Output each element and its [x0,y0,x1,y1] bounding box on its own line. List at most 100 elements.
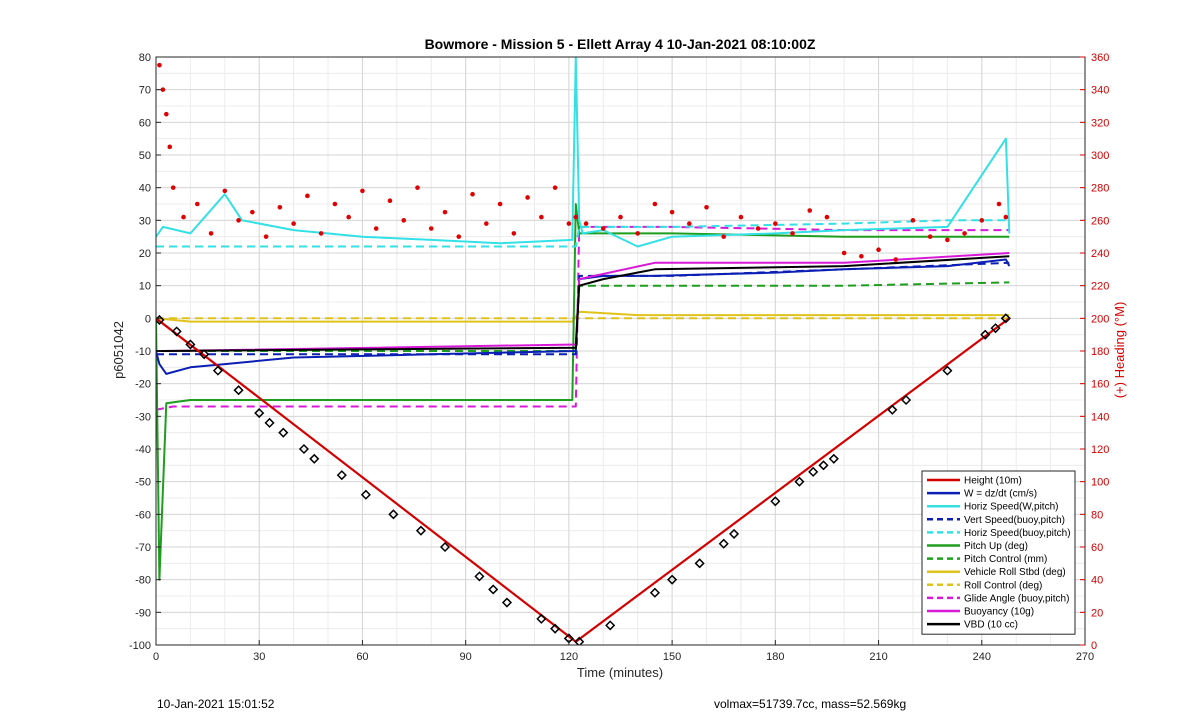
heading-point [979,218,985,223]
y-right-tick-label: 180 [1091,346,1109,358]
y-right-tick-label: 0 [1091,640,1097,652]
heading-point [442,209,448,215]
heading-point [222,188,228,194]
heading-point [373,226,379,231]
heading-point [236,218,241,223]
heading-point [824,214,830,220]
profile-marker [694,558,705,569]
footer-timestamp: 10-Jan-2021 15:01:52 [157,697,275,711]
heading-point [790,231,795,236]
heading-point [401,218,407,223]
heading-point [773,221,778,226]
profile-marker [233,385,244,396]
x-tick-label: 60 [356,651,368,663]
heading-point [910,218,916,223]
profile-marker [574,636,585,645]
legend-entry: Horiz Speed(buoy,pitch) [964,528,1071,539]
heading-point [525,195,530,200]
heading-point [927,234,933,239]
x-tick-label: 270 [1076,651,1094,663]
heading-point [721,234,727,239]
heading-point [208,231,214,236]
profile-marker [212,365,223,376]
heading-point [552,185,558,190]
y-tick-labels: 80 70 60 50 40 30 20 10 0 -10 -20 -30 -40 -50 -60 -70 -8… [129,52,161,652]
series-line-pitch_ctl [156,281,1010,352]
legend-entry: Horiz Speed(W,pitch) [964,502,1058,513]
footer-summary: volmax=51739.7cc, mass=52.569kg [714,697,907,711]
profile-marker [770,496,781,507]
series-line-height [156,317,1010,643]
heading-point [263,234,269,239]
y-tick-label: -10 [135,346,151,358]
profile-marker [942,365,953,376]
profile-marker [199,349,210,360]
y-tick-label: -50 [135,477,151,489]
x-tick-label: 120 [560,651,578,663]
heading-point [318,231,324,236]
y-right-tick-label: 360 [1091,52,1109,64]
series-line-vert_buoy [156,261,1010,356]
profile-marker [818,460,829,471]
heading-point [360,188,365,194]
profile-marker [550,623,561,634]
y-right-tick-label: 120 [1091,444,1109,456]
profile-marker [563,633,574,644]
heading-point [738,214,744,220]
y-right-tick-label: 240 [1091,248,1109,260]
legend-entry: VBD (10 cc) [964,620,1018,631]
heading-point [583,221,589,226]
y-right-tick-label: 260 [1091,215,1109,227]
x-tick-labels: 0 30 60 90 120 150 180 210 240 270 [153,640,1094,663]
profile-marker [254,408,265,419]
heading-point [346,214,351,220]
heading-point [291,221,296,226]
heading-point [484,221,489,226]
y-tick-label: -100 [129,640,151,652]
y-right-axis-label: (+) Heading (°M) [1112,302,1127,399]
profile-marker [474,571,485,582]
heading-point [687,221,692,226]
heading-point [456,234,462,239]
legend-entry: Height (10m) [964,476,1022,487]
x-tick-label: 0 [153,651,159,663]
y-tick-label: -20 [135,379,151,391]
x-tick-label: 30 [253,651,265,663]
profile-marker [536,613,547,624]
heading-point [600,226,606,231]
legend-entry: W = dz/dt (cm/s) [964,489,1037,500]
heading-point [962,231,967,236]
heading-point [859,253,864,259]
profile-marker [901,394,912,406]
y-tick-label: -90 [135,607,151,619]
y-tick-label: -80 [135,575,151,587]
y-right-tick-label: 100 [1091,477,1109,489]
y-right-tick-label: 80 [1091,509,1103,521]
legend: Height (10m) W = dz/dt (cm/s) Horiz Speed(… [921,470,1076,635]
profile-marker [887,404,898,415]
heading-point [194,201,200,207]
profile-marker [728,528,740,539]
heading-point [181,214,186,220]
series-line-horiz_buoy [156,219,1010,248]
profile-marker [439,541,451,553]
profile-marker [718,538,729,549]
profile-marker [388,509,399,520]
x-tick-label: 210 [869,651,887,663]
legend-entry: Buoyancy (10g) [964,607,1034,618]
heading-point [566,221,572,226]
y-right-tick-labels: 3603403203002802602402202001801601401201… [1080,52,1109,652]
heading-point [841,250,847,256]
heading-point [305,193,310,199]
profile-marker [336,470,347,481]
y-tick-label: -70 [135,542,151,554]
profile-marker [649,587,660,598]
series-line-roll [156,310,1010,323]
heading-point [539,214,544,220]
legend-entry: Pitch Up (deg) [964,541,1028,552]
y-right-tick-label: 140 [1091,411,1109,423]
y-right-tick-label: 60 [1091,542,1103,554]
heading-point [876,247,881,253]
y-tick-label: 70 [139,85,151,97]
heading-point [332,201,338,207]
